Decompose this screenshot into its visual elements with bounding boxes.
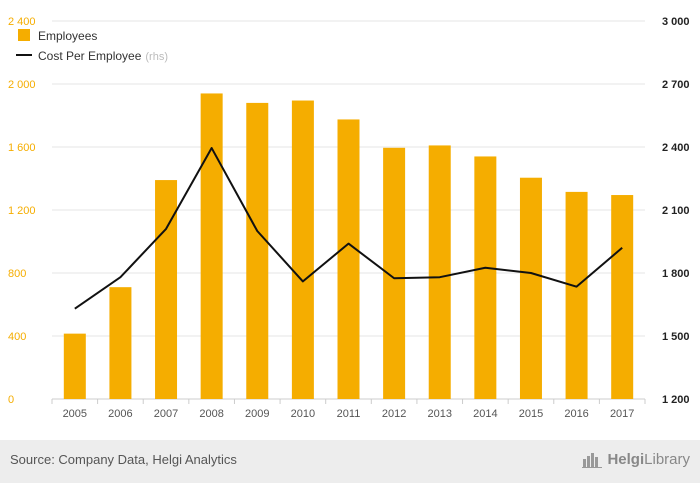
left-axis: 0 400 800 1 200 1 600 2 000 2 400 xyxy=(8,16,36,406)
left-tick-label: 1 200 xyxy=(8,205,36,217)
right-tick-label: 2 700 xyxy=(662,79,690,91)
source-text: Source: Company Data, Helgi Analytics xyxy=(10,452,237,467)
x-axis: 2005 2006 2007 2008 2009 2010 2011 2012 2013 2014… xyxy=(51,399,646,420)
x-tick-label: 2006 xyxy=(108,408,132,420)
brand-logo: Helgi Library xyxy=(582,450,690,468)
employees-bar xyxy=(565,191,588,399)
x-tick-label: 2009 xyxy=(245,408,269,420)
employees-bar xyxy=(109,287,132,399)
employees-bar xyxy=(611,195,634,399)
helgi-library-logo-icon xyxy=(582,453,603,468)
right-tick-label: 3 000 xyxy=(662,16,690,28)
right-tick-label: 1 200 xyxy=(662,394,690,406)
x-tick-label: 2015 xyxy=(519,408,543,420)
brand-prefix: Helgi xyxy=(607,450,645,468)
x-tick-label: 2017 xyxy=(610,408,634,420)
employees-bar xyxy=(337,119,360,399)
left-tick-label: 0 xyxy=(8,394,14,406)
employees-bar xyxy=(428,145,451,399)
x-tick-label: 2010 xyxy=(291,408,315,420)
left-tick-label: 400 xyxy=(8,331,26,343)
employees-bar xyxy=(291,100,314,399)
employees-bar xyxy=(200,93,223,399)
employees-bar xyxy=(519,177,542,399)
right-tick-label: 1 800 xyxy=(662,268,690,280)
legend-employees-label: Employees xyxy=(38,29,97,43)
legend-employees-swatch xyxy=(18,29,30,41)
cost-line-layer xyxy=(74,147,623,310)
cost-per-employee-line xyxy=(74,147,623,310)
legend: Employees Cost Per Employee (rhs) xyxy=(16,29,168,63)
right-axis: 1 200 1 500 1 800 2 100 2 400 2 700 3 000 xyxy=(662,16,690,406)
left-tick-label: 1 600 xyxy=(8,142,36,154)
employees-bar xyxy=(383,147,406,399)
x-tick-label: 2007 xyxy=(154,408,178,420)
employees-bar xyxy=(155,180,178,399)
x-tick-label: 2016 xyxy=(564,408,588,420)
legend-cost-label: Cost Per Employee (rhs) xyxy=(38,49,168,63)
left-tick-label: 2 400 xyxy=(8,16,36,28)
employees-bar xyxy=(246,102,269,400)
x-tick-label: 2011 xyxy=(337,408,361,420)
x-tick-label: 2005 xyxy=(63,408,87,420)
left-tick-label: 800 xyxy=(8,268,26,280)
legend-cost-suffix: (rhs) xyxy=(145,51,168,63)
employees-bar xyxy=(63,333,86,399)
right-tick-label: 2 100 xyxy=(662,205,690,217)
x-tick-label: 2014 xyxy=(473,408,497,420)
x-tick-label: 2012 xyxy=(382,408,406,420)
x-tick-label: 2013 xyxy=(427,408,451,420)
legend-cost-name: Cost Per Employee xyxy=(38,49,142,63)
x-tick-label: 2008 xyxy=(199,408,223,420)
right-tick-label: 1 500 xyxy=(662,331,690,343)
right-tick-label: 2 400 xyxy=(662,142,690,154)
employees-bars xyxy=(63,93,634,400)
brand-suffix: Library xyxy=(644,450,690,468)
employees-bar xyxy=(474,156,497,399)
footer: Source: Company Data, Helgi Analytics He… xyxy=(0,440,700,483)
left-tick-label: 2 000 xyxy=(8,79,36,91)
